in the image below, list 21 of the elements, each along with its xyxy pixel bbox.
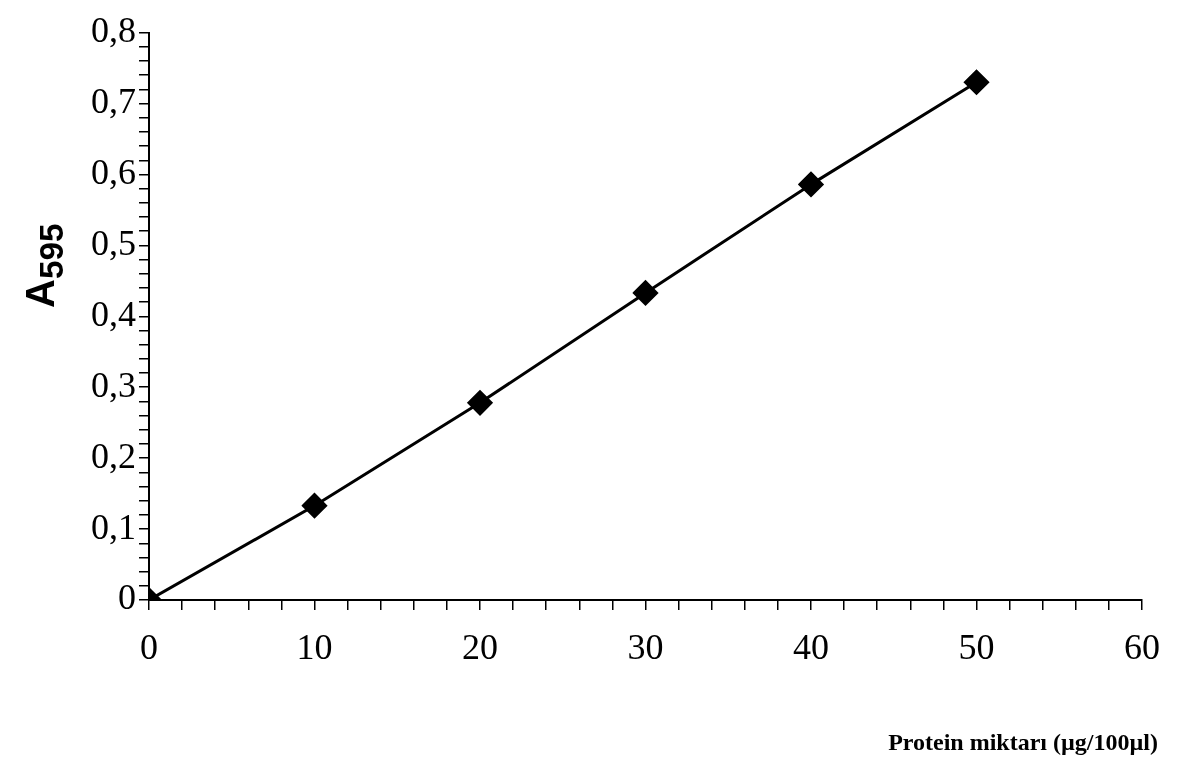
y-tick-label: 0,3 xyxy=(91,364,136,405)
y-tick-label: 0,5 xyxy=(91,222,136,263)
point xyxy=(467,390,493,416)
y-tick-label: 0,1 xyxy=(91,506,136,547)
y-tick-label: 0,4 xyxy=(91,293,136,334)
y-tick-label: 0,6 xyxy=(91,151,136,192)
x-tick-label: 60 xyxy=(1124,627,1160,668)
point xyxy=(302,493,327,519)
x-tick-label: 20 xyxy=(462,627,498,668)
y-tick-label: 0,2 xyxy=(91,435,136,476)
x-tick-label: 30 xyxy=(627,627,664,668)
y-tick-label: 0,7 xyxy=(91,80,136,121)
point xyxy=(798,171,824,197)
x-axis-title: Protein miktarı (µg/100µl) xyxy=(888,728,1158,755)
point xyxy=(633,280,658,306)
x-tick-label: 50 xyxy=(958,627,995,668)
y-tick-label: 0 xyxy=(118,577,136,618)
x-tick-label: 10 xyxy=(296,627,333,668)
point xyxy=(964,69,989,95)
x-tick-label: 40 xyxy=(793,627,829,668)
y-tick-label: 0,8 xyxy=(91,10,136,51)
